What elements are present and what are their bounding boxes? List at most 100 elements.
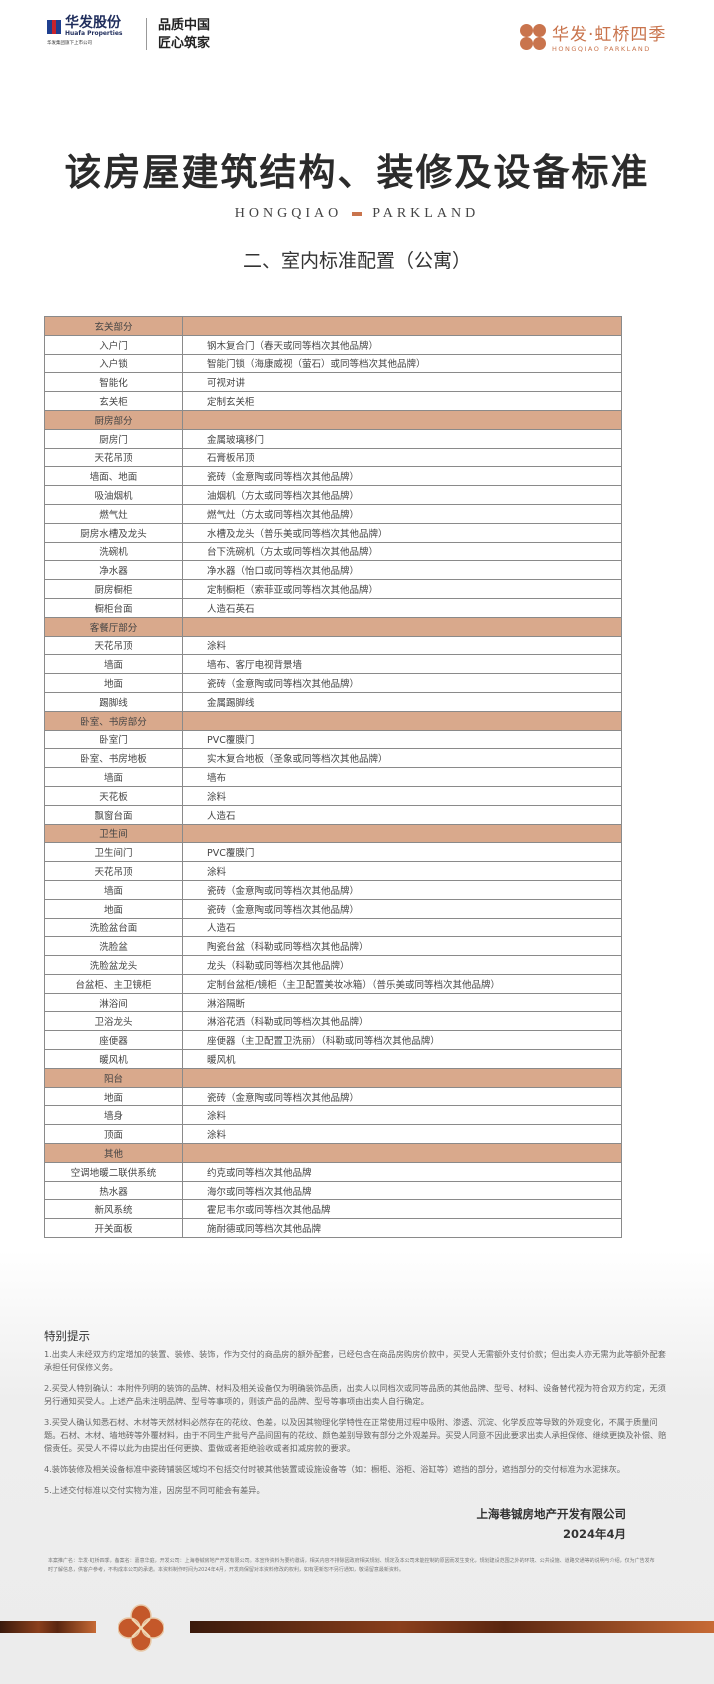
item-spec: 油烟机（方太或同等档次其他品牌）: [182, 485, 622, 505]
item-spec: 智能门锁（海康威视（萤石）或同等档次其他品牌）: [182, 353, 622, 374]
item-spec: 龙头（科勒或同等档次其他品牌）: [182, 955, 622, 975]
item-name: 燃气灶: [44, 503, 183, 524]
table-row: 厨房门 金属玻璃移门: [44, 428, 622, 449]
item-spec: 瓷砖（金意陶或同等档次其他品牌）: [182, 466, 622, 487]
table-row: 地面 瓷砖（金意陶或同等档次其他品牌）: [44, 673, 622, 693]
section-header-row: 其他: [44, 1143, 622, 1163]
item-name: 橱柜台面: [44, 597, 183, 618]
slogan: 品质中国 匠心筑家: [158, 17, 210, 53]
table-row: 墙面 墙布、客厅电视背景墙: [44, 654, 622, 675]
table-row: 卧室门 PVC覆膜门: [44, 729, 622, 750]
parkland-logo: 华发·虹桥四季 HONGQIAO PARKLAND: [520, 20, 666, 53]
slogan-line2: 匠心筑家: [158, 36, 211, 51]
note-item: 3.买受人确认知悉石材、木材等天然材料必然存在的花纹、色差，以及因其物理化学特性…: [44, 1417, 667, 1453]
item-name: 墙身: [44, 1105, 183, 1126]
item-spec: 海尔或同等档次其他品牌: [182, 1180, 622, 1201]
note-item: 1.出卖人未经双方约定增加的装置、装修、装饰，作为交付的商品房的额外配套，已经包…: [44, 1349, 666, 1372]
item-name: 墙面: [44, 654, 183, 675]
huafa-logo: 华发股份 Huafa Properties 华发集团旗下上市公司: [47, 16, 122, 47]
item-spec: 水槽及龙头（普乐美或同等档次其他品牌）: [182, 522, 622, 543]
item-name: 淋浴间: [44, 992, 183, 1013]
table-row: 踢脚线 金属踢脚线: [44, 691, 622, 712]
item-spec: 涂料: [182, 1124, 622, 1145]
item-name: 热水器: [44, 1180, 183, 1201]
section-blank: [182, 1067, 622, 1088]
table-row: 洗碗机 台下洗碗机（方太或同等档次其他品牌）: [44, 541, 622, 562]
table-row: 台盆柜、主卫镜柜 定制台盆柜/镜柜（主卫配置美妆冰箱）（普乐美或同等档次其他品牌）: [44, 973, 622, 994]
table-row: 厨房水槽及龙头 水槽及龙头（普乐美或同等档次其他品牌）: [44, 522, 622, 543]
item-spec: 瓷砖（金意陶或同等档次其他品牌）: [182, 1086, 622, 1107]
item-spec: 暖风机: [182, 1049, 622, 1069]
section-name: 卧室、书房部分: [44, 710, 183, 731]
brand-line: HONGQIAO PARKLAND: [0, 206, 714, 222]
flower-logo-icon: [520, 23, 546, 50]
table-row: 厨房橱柜 定制橱柜（索菲亚或同等档次其他品牌）: [44, 579, 622, 599]
table-row: 洗脸盆龙头 龙头（科勒或同等档次其他品牌）: [44, 955, 622, 975]
table-row: 新风系统 霍尼韦尔或同等档次其他品牌: [44, 1199, 622, 1220]
item-spec: 实木复合地板（圣象或同等档次其他品牌）: [182, 748, 622, 769]
section-blank: [182, 1143, 622, 1163]
item-name: 厨房橱柜: [44, 579, 183, 599]
notes-title: 特别提示: [44, 1329, 90, 1343]
notes: 特别提示 1.出卖人未经双方约定增加的装置、装修、装饰，作为交付的商品房的额外配…: [44, 1328, 674, 1497]
slogan-line1: 品质中国: [158, 18, 211, 33]
item-name: 地面: [44, 1086, 183, 1107]
section-header-row: 卫生间: [44, 823, 622, 844]
item-spec: 人造石: [182, 917, 622, 938]
item-spec: 人造石英石: [182, 597, 622, 618]
item-name: 天花吊顶: [44, 447, 183, 468]
item-spec: 定制台盆柜/镜柜（主卫配置美妆冰箱）（普乐美或同等档次其他品牌）: [182, 973, 622, 994]
logo-right-cn: 华发·虹桥四季: [552, 25, 667, 45]
issue-date: 2024年4月: [562, 1527, 626, 1541]
item-name: 入户门: [44, 334, 183, 355]
table-row: 洗脸盆 陶瓷台盆（科勒或同等档次其他品牌）: [44, 936, 622, 957]
table-row: 橱柜台面 人造石英石: [44, 597, 622, 618]
page-title: 该房屋建筑结构、装修及设备标准: [64, 151, 650, 194]
item-spec: 燃气灶（方太或同等档次其他品牌）: [182, 503, 622, 524]
item-name: 台盆柜、主卫镜柜: [44, 973, 183, 994]
decorative-band-right: [190, 1621, 714, 1633]
item-spec: 墙布、客厅电视背景墙: [182, 654, 622, 675]
item-name: 空调地暖二联供系统: [44, 1161, 183, 1182]
section-blank: [182, 316, 622, 336]
item-spec: 瓷砖（金意陶或同等档次其他品牌）: [182, 879, 622, 900]
table-row: 天花板 涂料: [44, 785, 622, 806]
item-spec: 人造石: [182, 804, 622, 825]
item-spec: 可视对讲: [182, 372, 622, 393]
section-header-row: 厨房部分: [44, 409, 622, 430]
item-spec: 净水器（怡口或同等档次其他品牌）: [182, 560, 622, 581]
table-row: 墙身 涂料: [44, 1105, 622, 1126]
logo-left-sub: 华发集团旗下上市公司: [47, 41, 92, 46]
table-row: 顶面 涂料: [44, 1124, 622, 1145]
section-blank: [182, 616, 622, 637]
item-spec: 陶瓷台盆（科勒或同等档次其他品牌）: [182, 936, 622, 957]
section-name: 玄关部分: [44, 316, 183, 336]
item-spec: 淋浴花洒（科勒或同等档次其他品牌）: [182, 1011, 622, 1032]
section-name: 阳台: [44, 1067, 183, 1088]
table-row: 玄关柜 定制玄关柜: [44, 391, 622, 411]
item-name: 智能化: [44, 372, 183, 393]
section-header-row: 阳台: [44, 1067, 622, 1088]
item-spec: 涂料: [182, 861, 622, 881]
company-name: 上海巷铖房地产开发有限公司: [476, 1507, 627, 1521]
note-item: 4.装饰装修及相关设备标准中瓷砖铺装区域均不包括交付时被其他装置或设施设备等（如…: [44, 1464, 625, 1474]
item-name: 卫浴龙头: [44, 1011, 183, 1032]
item-name: 地面: [44, 898, 183, 919]
item-spec: 定制橱柜（索菲亚或同等档次其他品牌）: [182, 579, 622, 599]
bottom-section: 特别提示 1.出卖人未经双方约定增加的装置、装修、装饰，作为交付的商品房的额外配…: [44, 1328, 674, 1575]
item-name: 新风系统: [44, 1199, 183, 1220]
section-header-row: 卧室、书房部分: [44, 710, 622, 731]
logo-right-en: HONGQIAO PARKLAND: [552, 45, 651, 53]
table-row: 天花吊顶 涂料: [44, 861, 622, 881]
table-row: 吸油烟机 油烟机（方太或同等档次其他品牌）: [44, 485, 622, 505]
item-spec: 涂料: [182, 785, 622, 806]
brand-separator: [352, 211, 363, 216]
item-name: 地面: [44, 673, 183, 693]
table-row: 热水器 海尔或同等档次其他品牌: [44, 1180, 622, 1201]
huafa-logo-main: 华发股份 Huafa Properties: [47, 16, 122, 38]
item-spec: 座便器（主卫配置卫洗丽）（科勒或同等档次其他品牌）: [182, 1030, 622, 1051]
item-name: 洗脸盆: [44, 936, 183, 957]
item-spec: 台下洗碗机（方太或同等档次其他品牌）: [182, 541, 622, 562]
table-row: 智能化 可视对讲: [44, 372, 622, 393]
table-row: 净水器 净水器（怡口或同等档次其他品牌）: [44, 560, 622, 581]
